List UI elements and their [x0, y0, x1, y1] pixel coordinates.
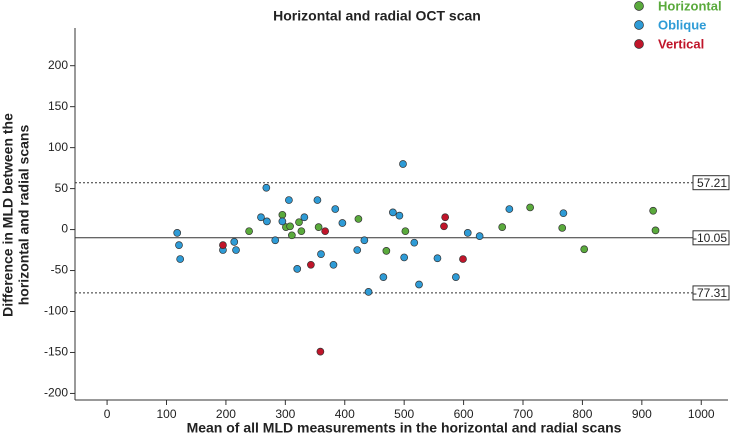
point — [649, 206, 657, 215]
point — [389, 208, 397, 217]
reference-label-box — [692, 285, 730, 301]
y-tick-label: 150 — [48, 99, 68, 113]
point — [230, 238, 239, 246]
point — [219, 241, 227, 249]
point — [321, 227, 329, 236]
y-tick-label: 100 — [48, 140, 68, 154]
point — [395, 211, 404, 220]
point — [300, 213, 309, 222]
x-tick-label: 1000 — [688, 407, 715, 421]
point — [263, 217, 271, 226]
point — [505, 205, 514, 213]
x-tick-label: 900 — [632, 407, 652, 421]
point — [173, 228, 182, 237]
reference-label: -77.31 — [693, 286, 727, 300]
point — [278, 217, 287, 226]
y-axis-label-line: horizontal and radial scans — [16, 125, 32, 306]
reference-label: -10.05 — [693, 231, 727, 245]
point — [262, 183, 271, 192]
point — [257, 213, 265, 222]
point — [331, 205, 340, 213]
x-tick-label: 0 — [104, 407, 111, 421]
point — [558, 224, 567, 232]
point — [463, 228, 472, 237]
point — [382, 247, 391, 255]
y-tick-label: -100 — [44, 304, 68, 318]
point — [379, 273, 388, 281]
point — [364, 287, 373, 296]
x-tick-label: 800 — [572, 407, 592, 421]
y-tick-label: 50 — [55, 181, 69, 195]
point — [307, 260, 315, 269]
x-tick-label: 100 — [156, 407, 176, 421]
legend-marker — [634, 20, 644, 30]
x-tick-label: 600 — [454, 407, 474, 421]
point — [475, 232, 484, 240]
point — [293, 265, 302, 273]
point — [360, 236, 369, 245]
point — [498, 223, 507, 231]
y-tick-label: -200 — [44, 386, 68, 400]
point — [353, 246, 362, 254]
point — [440, 222, 448, 231]
y-tick-label: 200 — [48, 58, 68, 72]
point — [316, 347, 325, 356]
point — [399, 160, 407, 168]
point — [295, 218, 303, 227]
point — [286, 222, 294, 231]
point — [278, 210, 287, 219]
y-axis-label: Difference in MLD between the horizontal… — [0, 113, 32, 317]
point — [285, 196, 293, 204]
y-tick-label: 0 — [61, 222, 68, 236]
point — [410, 238, 419, 247]
point — [313, 196, 322, 204]
point — [338, 219, 347, 227]
x-axis-label: Mean of all MLD measurements in the hori… — [187, 420, 622, 436]
chart-title: Horizontal and radial OCT scan — [273, 8, 481, 24]
reference-label-box — [692, 175, 730, 191]
point — [559, 209, 568, 218]
x-tick-label: 700 — [513, 407, 533, 421]
point — [245, 227, 253, 236]
x-tick-label: 300 — [275, 407, 295, 421]
point — [415, 280, 423, 289]
legend-label: Oblique — [658, 17, 706, 32]
point — [459, 255, 467, 263]
point — [401, 227, 410, 236]
legend-marker — [634, 1, 644, 11]
point — [329, 260, 338, 269]
point — [400, 253, 409, 262]
x-tick-label: 500 — [394, 407, 414, 421]
point — [176, 255, 185, 263]
y-tick-label: -50 — [51, 263, 69, 277]
point — [288, 231, 296, 240]
point — [297, 227, 306, 236]
point — [452, 273, 460, 281]
point — [314, 223, 323, 231]
point — [354, 215, 363, 223]
legend-label: Vertical — [658, 36, 704, 51]
point — [232, 246, 240, 254]
y-axis-label-line: Difference in MLD between the — [0, 113, 16, 317]
legend-marker — [634, 39, 644, 49]
point — [317, 250, 325, 258]
point — [580, 245, 589, 254]
point — [271, 236, 280, 245]
x-tick-label: 200 — [216, 407, 236, 421]
reference-label-box — [692, 230, 730, 246]
y-tick-label: -150 — [44, 345, 68, 359]
point — [651, 226, 660, 235]
point — [526, 203, 534, 212]
x-tick-label: 400 — [335, 407, 355, 421]
point — [441, 213, 450, 222]
point — [175, 241, 183, 249]
legend-label: Horizontal — [658, 0, 722, 13]
reference-label: 57.21 — [697, 176, 727, 190]
point — [433, 254, 442, 263]
